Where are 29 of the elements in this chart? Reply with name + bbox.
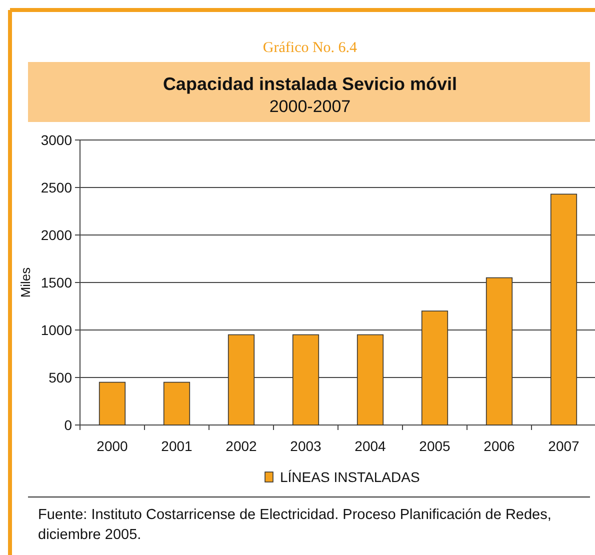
bar [163, 382, 190, 426]
y-axis-title: Miles [18, 266, 33, 298]
y-tick-label: 1000 [40, 322, 72, 338]
bar [292, 334, 320, 426]
x-tick-label: 2001 [161, 438, 193, 454]
bar [550, 194, 578, 426]
x-tick-label: 2006 [484, 438, 516, 454]
chart-title: Capacidad instalada Sevicio móvil [162, 74, 458, 94]
bar [421, 310, 448, 426]
y-tick-label: 500 [48, 369, 72, 386]
y-tick-label: 0 [64, 416, 72, 433]
y-tick-label: 3000 [40, 132, 72, 148]
bar [98, 382, 126, 426]
x-tick-label: 2005 [419, 438, 451, 454]
chart-subtitle: 2000-2007 [269, 97, 351, 116]
x-tick-label: 2003 [290, 438, 322, 454]
x-tick-label: 2004 [354, 438, 386, 454]
x-tick-label: 2007 [548, 438, 580, 454]
bar [228, 334, 255, 426]
source-note: Fuente: Instituto Costarricense de Electricidad. Proceso Planificación de Redes, diciembre 2005. [38, 506, 552, 545]
bar [486, 277, 513, 426]
legend-label: LÍNEAS INSTALADAS [280, 468, 420, 485]
text: Gráfico No. 6.4 [262, 40, 358, 56]
x-tick-label: 2002 [226, 438, 258, 454]
x-tick-label: 2000 [96, 438, 128, 454]
y-tick-label: 2500 [40, 179, 72, 196]
y-tick-label: 1500 [40, 274, 72, 290]
bar [356, 334, 384, 426]
y-tick-label: 2000 [40, 226, 72, 243]
